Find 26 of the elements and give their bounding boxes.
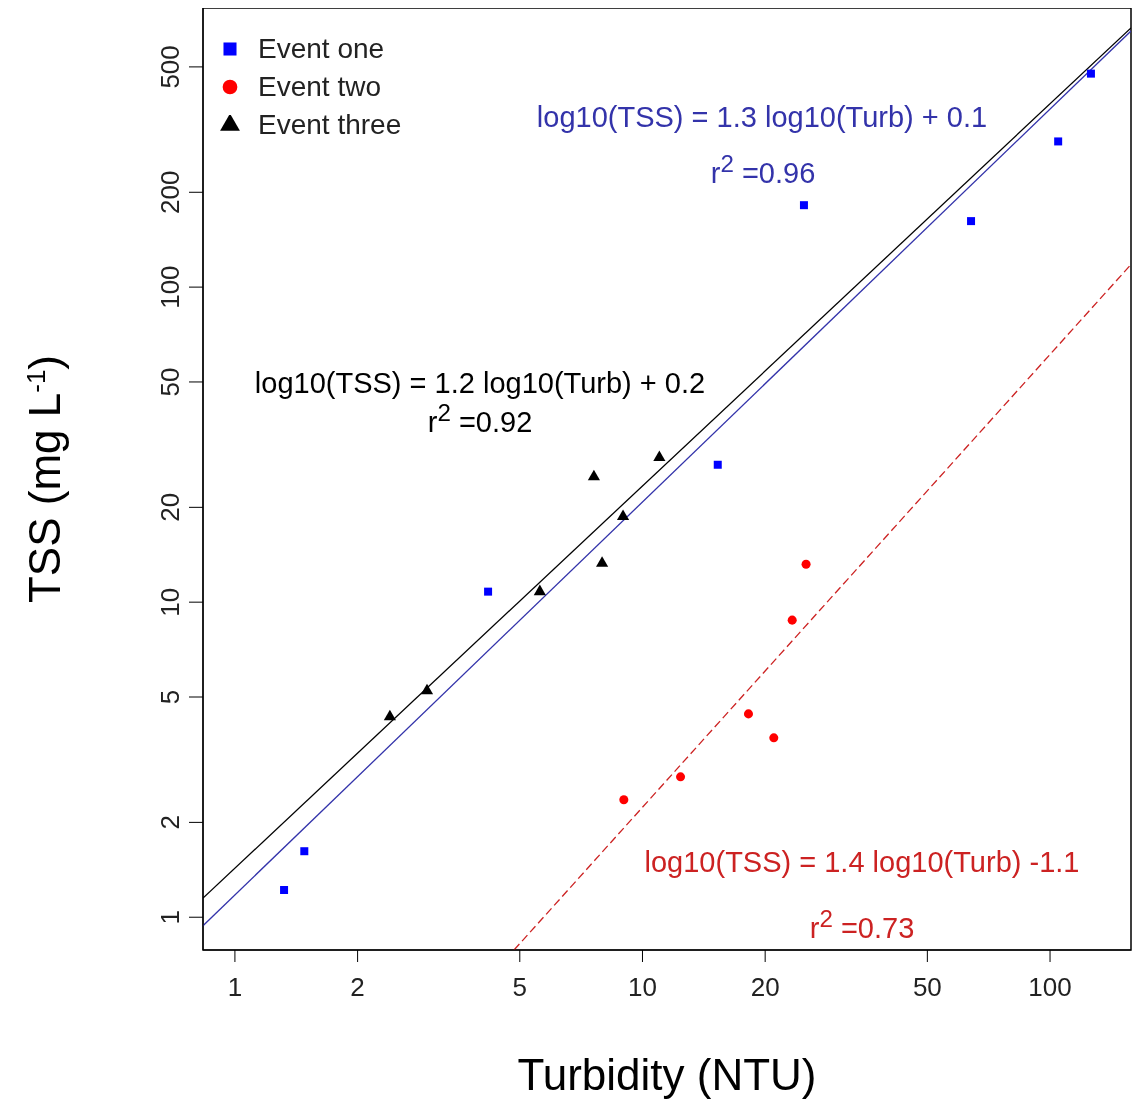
x-tick-label: 5 bbox=[512, 972, 528, 1003]
annotation: log10(TSS) = 1.4 log10(Turb) -1.1 bbox=[644, 845, 1080, 879]
annotation: r$^{2}$ =0.92 bbox=[427, 399, 533, 439]
annotation: log10(TSS) = 1.3 log10(Turb) + 0.1 bbox=[536, 100, 988, 134]
x-tick-label: 10 bbox=[628, 972, 657, 1003]
y-tick-label: 200 bbox=[155, 170, 185, 214]
y-tick-label: 10 bbox=[155, 587, 185, 617]
x-tick-label: 50 bbox=[912, 972, 942, 1003]
annotation: r$^{2}$ =0.73 bbox=[809, 905, 915, 945]
annotation: log10(TSS) = 1.2 log10(Turb) + 0.2 bbox=[254, 366, 706, 400]
y-tick-label: 5 bbox=[155, 689, 185, 705]
y-tick-label: 100 bbox=[155, 265, 185, 309]
legend-label: Event one bbox=[258, 32, 385, 66]
x-tick-label: 20 bbox=[750, 972, 780, 1003]
legend-label: Event two bbox=[258, 70, 381, 104]
x-tick-label: 2 bbox=[350, 972, 365, 1003]
x-tick-label: 1 bbox=[227, 972, 243, 1003]
x-axis-title: Turbidity (NTU) bbox=[517, 1050, 817, 1099]
y-tick-label: 500 bbox=[155, 45, 185, 89]
y-tick-label: 1 bbox=[155, 909, 185, 925]
y-tick-label: 2 bbox=[155, 815, 185, 830]
legend-label: Event three bbox=[258, 108, 402, 142]
annotation: r$^{2}$ =0.96 bbox=[710, 150, 816, 190]
y-tick-label: 20 bbox=[155, 492, 185, 522]
y-tick-label: 50 bbox=[155, 367, 185, 397]
x-tick-label: 100 bbox=[1028, 972, 1072, 1003]
